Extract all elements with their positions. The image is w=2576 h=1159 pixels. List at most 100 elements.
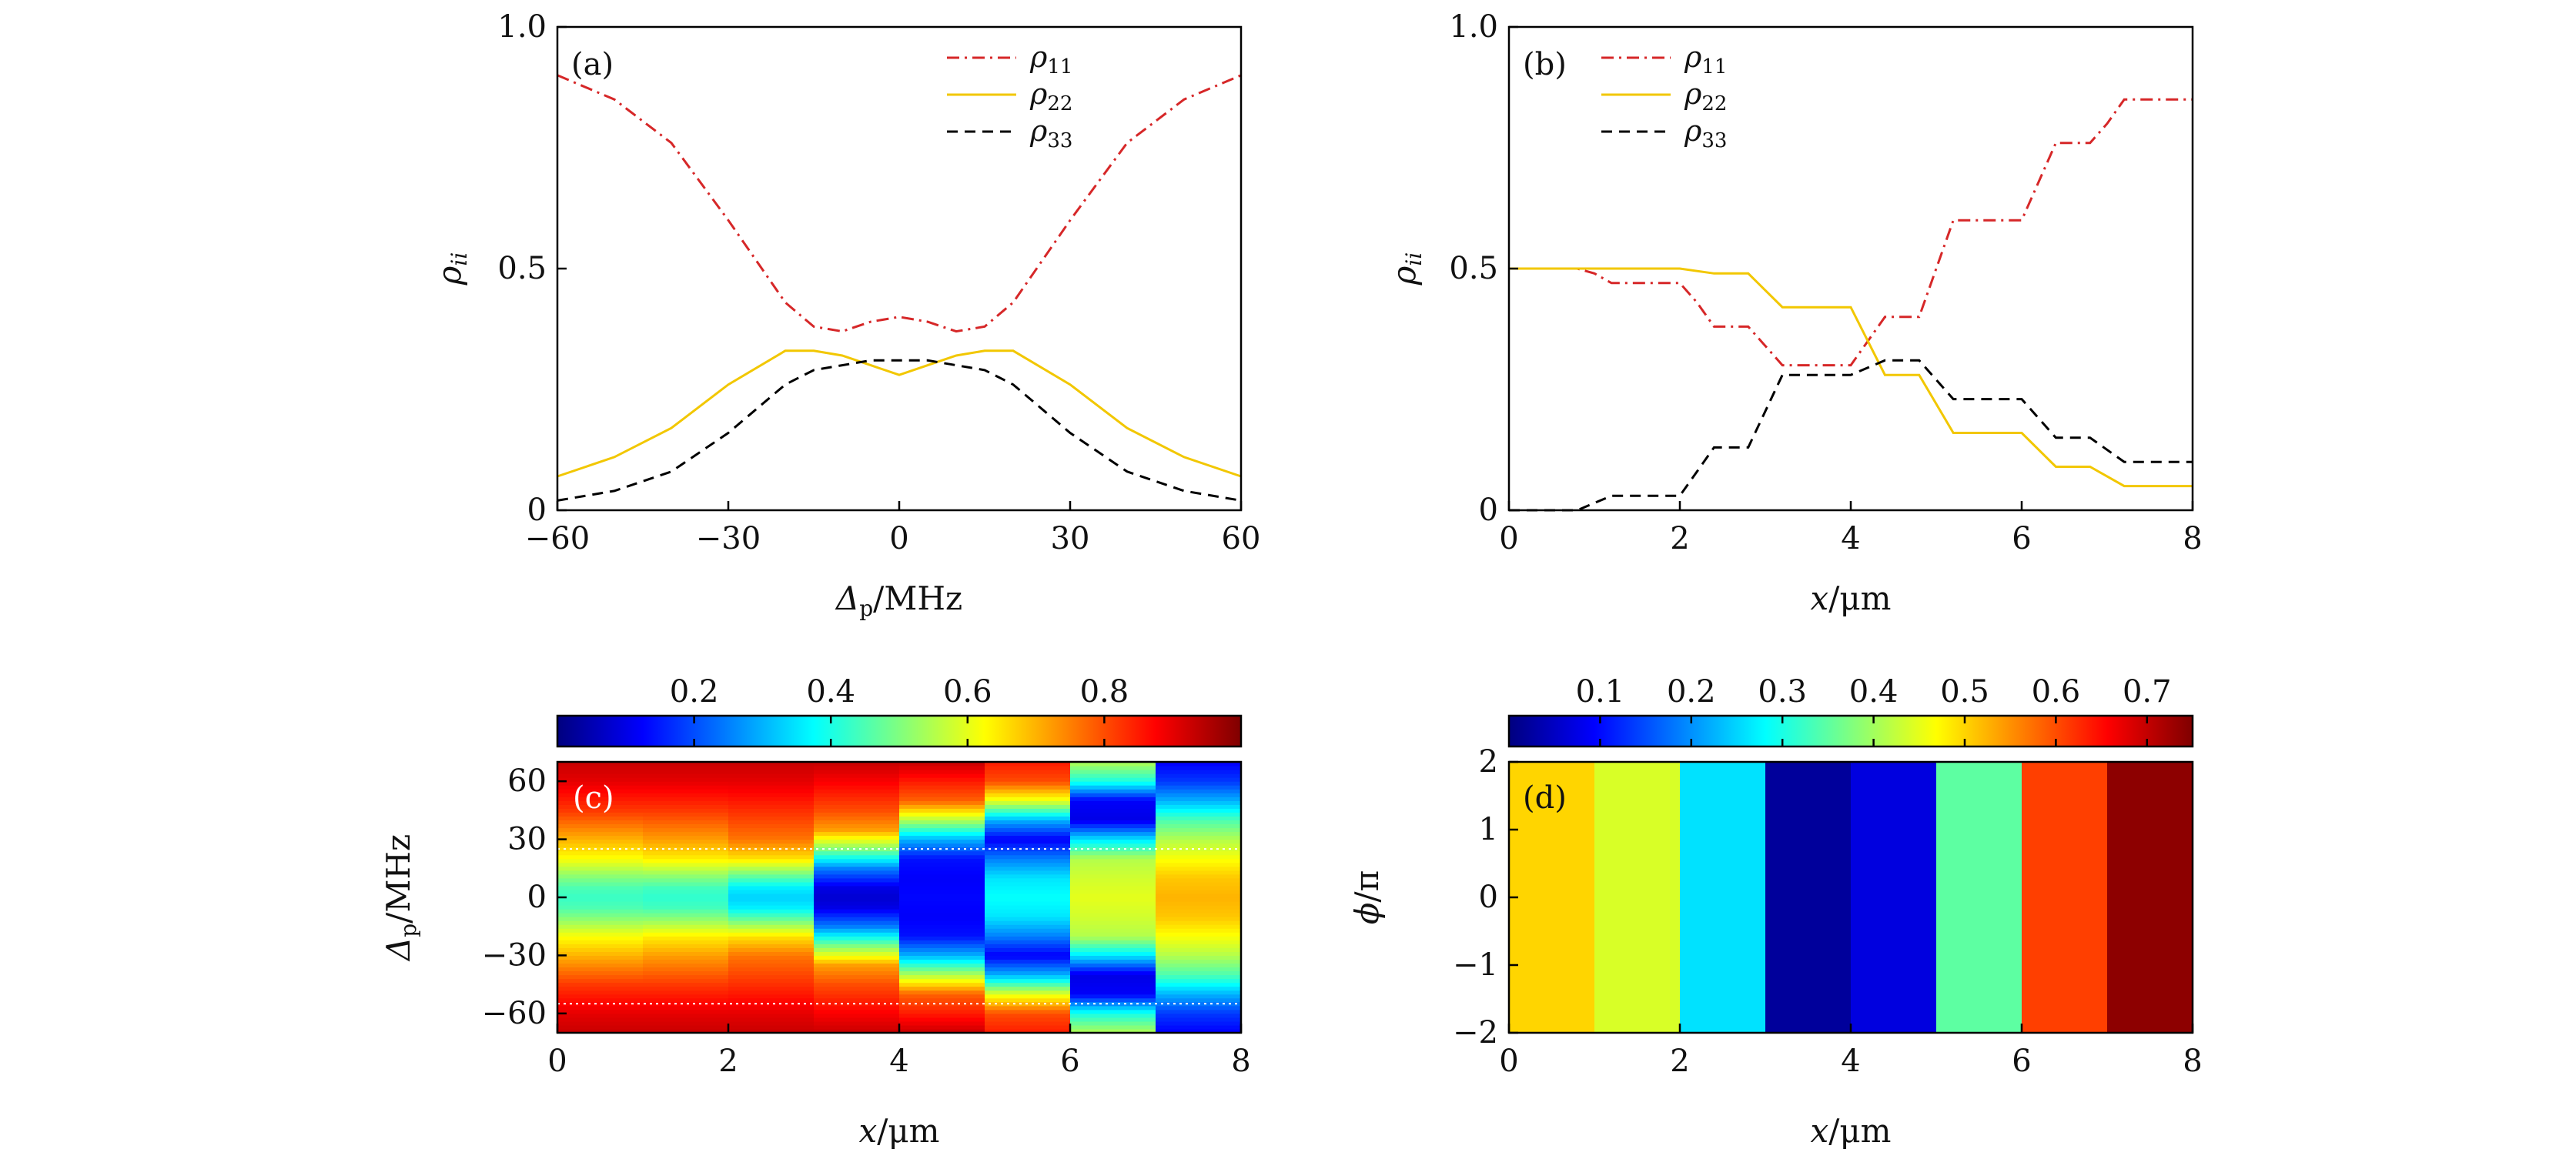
heatmap-cell [985, 858, 1071, 863]
heatmap-cell [985, 766, 1071, 770]
heatmap-cell [985, 1009, 1071, 1014]
heatmap-cell [1070, 858, 1156, 863]
panel-a-xtick-label: −60 [525, 521, 590, 556]
heatmap-cell [643, 823, 729, 829]
heatmap-cell [643, 1029, 729, 1034]
heatmap-cell [1070, 854, 1156, 860]
heatmap-cell [1156, 831, 1242, 837]
panel-c-tag: (c) [573, 780, 614, 816]
panel-c-xtick-label: 4 [889, 1044, 908, 1079]
heatmap-cell [728, 970, 815, 976]
heatmap-cell [557, 959, 644, 964]
panel-a-ticks: −60 −30 0 30 60 0 0.5 1.0 [497, 9, 1260, 556]
heatmap-cell [643, 885, 729, 890]
heatmap-cell [814, 893, 900, 898]
heatmap-cell [557, 913, 644, 917]
heatmap-cell [557, 940, 644, 944]
heatmap-cell [985, 994, 1071, 999]
heatmap-cell [1156, 920, 1242, 925]
heatmap-column [2107, 762, 2193, 1033]
heatmap-cell [728, 947, 815, 952]
heatmap-cell [728, 843, 815, 848]
heatmap-cell [643, 781, 729, 786]
heatmap-cell [1070, 777, 1156, 782]
heatmap-cell [728, 808, 815, 813]
heatmap-cell [643, 994, 729, 999]
heatmap-cell [899, 990, 985, 995]
heatmap-cell [985, 974, 1071, 980]
panel-c-xtick-label: 6 [1060, 1044, 1079, 1079]
heatmap-cell [814, 913, 900, 917]
heatmap-cell [643, 800, 729, 805]
heatmap-cell [557, 797, 644, 801]
heatmap-cell [643, 881, 729, 887]
heatmap-cell [1156, 827, 1242, 833]
heatmap-cell [814, 932, 900, 937]
heatmap-cell [1070, 928, 1156, 933]
heatmap-cell [899, 862, 985, 867]
heatmap-cell [1070, 889, 1156, 894]
heatmap-cell [557, 1017, 644, 1022]
heatmap-cell [899, 873, 985, 879]
heatmap-cell [557, 963, 644, 968]
heatmap-cell [985, 889, 1071, 894]
heatmap-cell [643, 1020, 729, 1026]
heatmap-cell [814, 951, 900, 956]
heatmap-cell [1156, 940, 1242, 944]
heatmap-cell [899, 1029, 985, 1034]
heatmap-cell [985, 917, 1071, 921]
panel-b-ylabel: ρii [1385, 252, 1427, 286]
heatmap-cell [643, 793, 729, 797]
heatmap-cell [899, 982, 985, 987]
panel-b-xtick-label: 2 [1670, 521, 1689, 556]
heatmap-cell [728, 924, 815, 929]
heatmap-cell [1156, 936, 1242, 940]
heatmap-cell [728, 913, 815, 917]
heatmap-cell [899, 970, 985, 976]
panel-d-ytick-label: 1 [1479, 812, 1498, 847]
heatmap-cell [985, 835, 1071, 840]
panel-b-ytick-label: 1.0 [1449, 9, 1498, 45]
heatmap-cell [814, 843, 900, 848]
heatmap-cell [814, 827, 900, 833]
heatmap-cell [985, 839, 1071, 844]
heatmap-cell [1070, 982, 1156, 987]
heatmap-cell [1070, 997, 1156, 1003]
heatmap-cell [1070, 831, 1156, 837]
heatmap-cell [728, 967, 815, 972]
heatmap-cell [557, 1009, 644, 1014]
heatmap-cell [814, 862, 900, 867]
heatmap-cell [814, 955, 900, 960]
heatmap-cell [1070, 1017, 1156, 1022]
heatmap-cell [985, 1024, 1071, 1030]
heatmap-cell [899, 785, 985, 790]
heatmap-cell [643, 997, 729, 1003]
heatmap-cell [899, 901, 985, 906]
heatmap-cell [899, 877, 985, 883]
panel-a-xtick-label: −30 [696, 521, 761, 556]
heatmap-cell [728, 800, 815, 805]
heatmap-cell [814, 762, 900, 767]
heatmap-cell [985, 897, 1071, 902]
heatmap-cell [728, 793, 815, 797]
colorbar-tick-label: 0.7 [2123, 674, 2172, 710]
heatmap-column [1509, 762, 1595, 1033]
heatmap-cell [643, 1017, 729, 1022]
panel-d-tag: (d) [1523, 780, 1567, 816]
panel-d-xlabel: x/μm [1811, 1112, 1892, 1150]
heatmap-cell [1070, 944, 1156, 948]
legend-label-3: ρ33 [1684, 114, 1727, 152]
heatmap-cell [814, 873, 900, 879]
heatmap-cell [1156, 816, 1242, 820]
heatmap-cell [557, 928, 644, 933]
heatmap-cell [985, 901, 1071, 906]
panel-c-ylabel: Δp/MHz [380, 834, 421, 962]
heatmap-cell [1070, 862, 1156, 867]
heatmap-cell [899, 789, 985, 793]
heatmap-cell [643, 812, 729, 817]
heatmap-cell [643, 940, 729, 944]
heatmap-cell [643, 917, 729, 921]
heatmap-cell [1156, 1020, 1242, 1026]
panel-d-ytick-label: 2 [1479, 744, 1498, 780]
